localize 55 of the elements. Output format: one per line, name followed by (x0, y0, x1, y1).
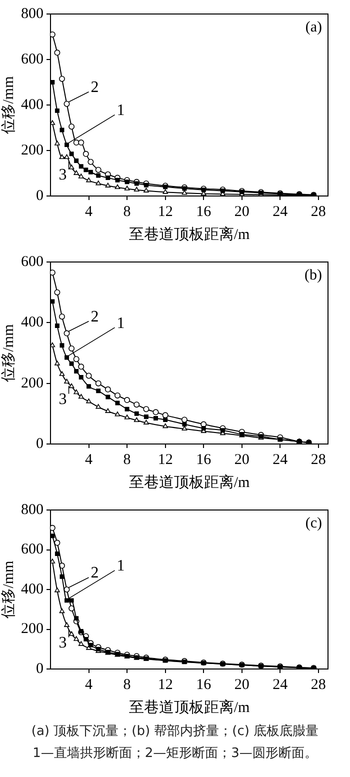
chart-title: (b) (304, 267, 322, 284)
y-tick-label: 200 (21, 142, 44, 158)
x-axis-title: 至巷道顶板距离/m (128, 226, 250, 243)
x-tick-label: 24 (272, 452, 288, 468)
x-tick-label: 24 (272, 204, 288, 220)
y-tick-label: 800 (21, 502, 44, 518)
y-tick-label: 600 (21, 51, 44, 68)
x-tick-label: 4 (85, 204, 94, 220)
x-tick-label: 24 (272, 676, 288, 693)
x-tick-label: 20 (234, 204, 250, 220)
y-axis-title: 位移/mm (0, 76, 17, 134)
chart-title: (c) (305, 515, 322, 532)
y-tick-label: 200 (21, 375, 44, 392)
text: 1—直墙拱形断面；2—矩形断面；3—圆形断面。 (32, 745, 318, 763)
series-label: 2 (90, 308, 99, 326)
y-tick-label: 200 (21, 621, 44, 638)
x-tick-label: 20 (234, 452, 250, 468)
y-tick-label: 0 (36, 436, 44, 452)
x-tick-label: 12 (158, 204, 173, 220)
x-tick-label: 16 (196, 204, 212, 220)
legend-label: 2 (90, 564, 99, 582)
x-tick-label: 4 (85, 676, 94, 693)
text: 1 (116, 102, 125, 120)
y-tick-label: 600 (21, 542, 44, 558)
legend-label: 2 (90, 79, 99, 96)
y-tick-label: 400 (21, 96, 44, 113)
y-tick-label: 0 (36, 188, 44, 204)
y-tick-label: 400 (21, 581, 44, 598)
x-tick-label: 8 (123, 452, 131, 468)
x-tick-label: 8 (123, 676, 131, 693)
x-tick-label: 28 (310, 452, 326, 468)
text: (a) 顶板下沉量；(b) 帮部内挤量；(c) 底板底臌量 (30, 723, 320, 741)
x-tick-label: 16 (196, 676, 212, 693)
series-label: 3 (58, 166, 67, 184)
y-axis-title: 位移/mm (0, 560, 17, 618)
x-tick-label: 16 (196, 452, 212, 468)
x-tick-label: 28 (310, 204, 326, 220)
y-axis-title: 位移/mm (0, 324, 17, 382)
x-tick-label: 8 (123, 204, 131, 220)
x-tick-label: 28 (310, 676, 326, 693)
chart-title: (a) (305, 19, 322, 36)
x-axis-title: 至巷道顶板距离/m (128, 698, 250, 716)
legend-label: 1 (116, 314, 125, 332)
y-tick-label: 800 (21, 6, 44, 22)
x-tick-label: 12 (158, 452, 173, 468)
x-axis-title: 至巷道顶板距离/m (128, 474, 250, 491)
x-tick-label: 12 (158, 676, 173, 693)
series-label: 3 (58, 391, 67, 408)
x-tick-label: 4 (85, 452, 94, 468)
series-label: 3 (58, 634, 67, 652)
y-tick-label: 400 (21, 314, 44, 331)
text: 1 (116, 558, 125, 575)
x-tick-label: 20 (234, 676, 250, 693)
y-tick-label: 0 (36, 660, 44, 677)
y-tick-label: 600 (21, 254, 44, 270)
